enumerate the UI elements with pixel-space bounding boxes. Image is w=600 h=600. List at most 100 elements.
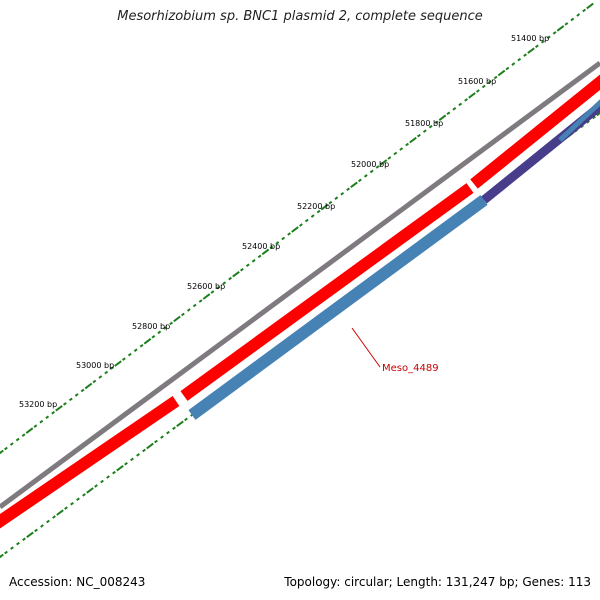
ruler-tick-inner (160, 435, 164, 439)
ruler-tick-outer (163, 326, 168, 330)
ruler-tick-outer (399, 147, 404, 151)
ruler-label: 52600 bp (187, 282, 225, 291)
ruler-tick-outer (269, 245, 274, 250)
ruler-tick-outer (369, 169, 374, 174)
ruler-tick-outer (9, 442, 14, 446)
ruler-tick-outer (181, 312, 185, 317)
ruler-tick-outer (497, 69, 506, 77)
ruler-tick-outer (15, 437, 20, 442)
ruler-tick-inner (10, 546, 14, 550)
ruler-tick-outer (287, 232, 291, 236)
ruler-tick-outer (375, 165, 380, 169)
ruler-tick-outer (363, 174, 368, 178)
ruler-label: 52200 bp (297, 202, 335, 211)
ruler-tick-outer (458, 102, 463, 107)
ruler-tick-outer (157, 330, 162, 335)
ruler-label: 51800 bp (405, 119, 443, 128)
ruler-label: 52000 bp (351, 160, 389, 169)
ruler-tick-outer (84, 382, 93, 390)
ruler-label: 52400 bp (242, 242, 280, 251)
ruler-tick-outer (45, 415, 50, 420)
ruler-tick-outer (281, 236, 286, 241)
ruler-tick-outer (468, 92, 476, 99)
ruler-tick-inner (34, 528, 38, 533)
ruler-label: 53000 bp (76, 361, 114, 370)
ruler-tick-outer (202, 293, 211, 300)
ruler-tick-outer (4, 446, 8, 451)
ruler-tick-inner (184, 417, 188, 422)
ruler-tick-outer (110, 366, 114, 370)
forward-gene-segment[interactable] (470, 74, 600, 189)
ruler-tick-inner (0, 553, 4, 559)
ruler-tick-outer (68, 397, 73, 402)
ruler-tick-inner (596, 111, 600, 117)
ruler-tick-outer (216, 285, 221, 290)
ruler-tick-outer (299, 223, 303, 227)
ruler-tick-outer (98, 375, 103, 379)
ruler-tick-outer (417, 133, 421, 138)
ruler-tick-outer (0, 449, 4, 455)
ruler-tick-inner (116, 464, 124, 472)
ruler-tick-outer (409, 136, 417, 144)
ruler-tick-inner (56, 509, 64, 516)
ruler-tick-outer (232, 270, 240, 278)
ruler-tick-outer (240, 267, 244, 272)
ruler-tick-outer (151, 334, 156, 339)
ruler-tick-outer (346, 187, 350, 192)
ruler-tick-outer (334, 196, 339, 200)
ruler-tick-inner (64, 506, 68, 510)
ruler-tick-inner (130, 457, 134, 462)
ruler-tick-inner (52, 515, 56, 519)
ruler-tick-outer (127, 352, 132, 357)
ruler-tick-inner (142, 448, 146, 453)
ruler-tick-outer (576, 13, 581, 17)
ruler-tick-outer (275, 241, 280, 245)
ruler-tick-outer (210, 290, 215, 294)
ruler-tick-outer (320, 203, 329, 211)
ruler-tick-outer (535, 44, 539, 49)
ruler-tick-outer (74, 393, 79, 397)
ruler-tick-outer (438, 114, 447, 121)
gene-label-meso-4489[interactable]: Meso_4489 (382, 363, 439, 374)
gene-meso-4489[interactable] (188, 195, 488, 420)
ruler-tick-outer (80, 388, 85, 393)
ruler-tick-inner (586, 120, 590, 124)
ruler-tick-inner (70, 501, 74, 506)
ruler-tick-inner (4, 550, 8, 555)
ruler-tick-outer (251, 259, 256, 263)
ruler-tick-outer (358, 178, 362, 183)
ruler-tick-outer (228, 276, 232, 281)
gene-label-callout-line (351, 327, 381, 368)
ruler-label: 51600 bp (458, 77, 496, 86)
ruler-tick-outer (464, 98, 468, 102)
backbone-track (0, 60, 600, 510)
ruler-tick-inner (76, 497, 80, 502)
ruler-tick-outer (39, 419, 44, 424)
ruler-tick-outer (92, 379, 97, 384)
ruler-tick-inner (82, 493, 86, 497)
ruler-tick-inner (26, 531, 34, 539)
ruler-tick-outer (505, 66, 510, 71)
ruler-tick-outer (487, 80, 492, 84)
ruler-label: 51400 bp (511, 34, 549, 43)
ruler-tick-outer (586, 2, 594, 10)
ruler-tick-outer (393, 151, 398, 156)
ruler-tick-outer (198, 299, 203, 303)
ruler-tick-inner (86, 487, 94, 494)
forward-gene-segment[interactable] (180, 183, 474, 401)
ruler-tick-inner (176, 420, 184, 428)
ruler-tick-outer (564, 22, 569, 26)
ruler-tick-outer (340, 191, 345, 196)
page-title: Mesorhizobium sp. BNC1 plasmid 2, comple… (117, 9, 483, 24)
ruler-tick-outer (316, 209, 321, 214)
forward-gene-segment[interactable] (0, 396, 180, 529)
ruler-tick-outer (104, 370, 109, 375)
ruler-tick-outer (21, 433, 26, 437)
ruler-tick-outer (546, 35, 551, 40)
ruler-label: 52800 bp (132, 322, 170, 331)
ruler-tick-inner (136, 453, 140, 457)
ruler-tick-outer (481, 84, 486, 89)
reverse-gene-segment-edge (558, 99, 600, 142)
